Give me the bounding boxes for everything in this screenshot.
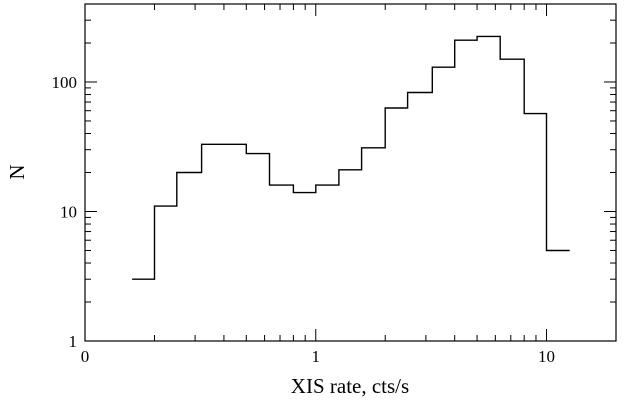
x-ticks bbox=[84, 4, 617, 341]
y-axis-label: N bbox=[5, 164, 29, 179]
y-tick-label: 1 bbox=[69, 332, 78, 351]
x-tick-label: 1 bbox=[312, 347, 321, 366]
x-tick-label: 10 bbox=[538, 347, 555, 366]
plot-frame bbox=[84, 3, 617, 342]
x-axis-label: XIS rate, cts/s bbox=[291, 374, 409, 398]
y-tick-label: 100 bbox=[52, 73, 78, 92]
y-ticks bbox=[85, 3, 616, 342]
histogram-step-line bbox=[132, 35, 570, 280]
x-tick-labels: 0 1 10 bbox=[81, 347, 555, 366]
y-tick-label: 10 bbox=[60, 202, 77, 221]
x-tick-label: 0 bbox=[81, 347, 90, 366]
y-tick-labels: 1 10 100 bbox=[52, 73, 78, 351]
